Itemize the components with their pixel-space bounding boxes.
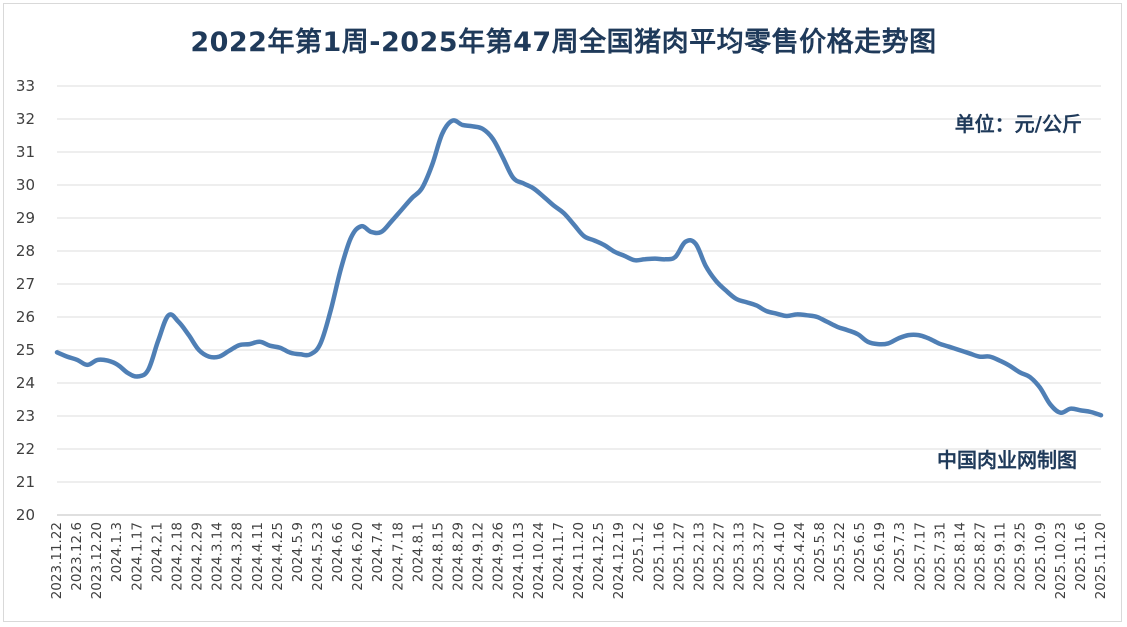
- x-tick-label: 2023.12.6: [69, 522, 85, 591]
- y-tick-label: 32: [16, 110, 35, 128]
- x-tick-label: 2024.1.3: [109, 522, 125, 582]
- x-tick-label: 2024.5.23: [310, 522, 326, 591]
- x-tick-label: 2025.9.25: [1013, 522, 1029, 591]
- source-label: 中国肉业网制图: [937, 448, 1077, 472]
- x-tick-label: 2024.2.18: [169, 522, 185, 591]
- y-tick-label: 27: [16, 275, 35, 293]
- x-tick-label: 2024.4.11: [250, 522, 266, 591]
- x-tick-label: 2024.1.17: [129, 522, 145, 591]
- x-tick-label: 2024.11.7: [551, 522, 567, 591]
- y-tick-label: 23: [16, 407, 35, 425]
- x-tick-label: 2025.10.9: [1033, 522, 1049, 591]
- x-tick-label: 2025.1.27: [671, 522, 687, 591]
- x-axis-tick-labels: 2023.11.22 2023.12.6 2023.12.20 2024.1.3 202…: [49, 522, 1109, 599]
- x-tick-label: 2024.2.29: [190, 522, 206, 591]
- x-tick-label: 2024.10.13: [511, 522, 527, 599]
- series-layer: [54, 118, 1104, 418]
- price-series-line: [54, 118, 1104, 418]
- x-tick-label: 2025.10.23: [1053, 522, 1069, 599]
- x-tick-label: 2024.12.5: [591, 522, 607, 591]
- x-tick-label: 2025.8.14: [952, 522, 968, 591]
- x-tick-label: 2023.12.20: [89, 522, 105, 599]
- x-tick-label: 2024.5.9: [290, 522, 306, 582]
- x-tick-label: 2024.8.29: [451, 522, 467, 591]
- y-tick-label: 31: [16, 143, 35, 161]
- x-tick-label: 2023.11.22: [49, 522, 65, 599]
- x-tick-label: 2025.6.5: [852, 522, 868, 582]
- y-tick-label: 33: [16, 77, 35, 95]
- x-tick-label: 2024.11.20: [571, 522, 587, 599]
- y-tick-label: 26: [16, 308, 35, 326]
- x-tick-label: 2025.3.13: [732, 522, 748, 591]
- x-tick-label: 2025.6.19: [872, 522, 888, 591]
- x-tick-label: 2025.5.22: [832, 522, 848, 591]
- x-tick-label: 2025.4.10: [772, 522, 788, 591]
- x-tick-label: 2024.8.15: [430, 522, 446, 591]
- x-tick-label: 2024.12.19: [611, 522, 627, 599]
- x-tick-label: 2024.3.28: [230, 522, 246, 591]
- x-tick-label: 2025.11.20: [1093, 522, 1109, 599]
- x-tick-label: 2025.3.27: [752, 522, 768, 591]
- y-tick-label: 22: [16, 440, 35, 458]
- x-tick-label: 2025.7.31: [932, 522, 948, 591]
- x-tick-label: 2024.6.20: [350, 522, 366, 591]
- y-tick-label: 25: [16, 341, 35, 359]
- x-tick-label: 2025.1.16: [651, 522, 667, 591]
- x-tick-label: 2024.9.26: [491, 522, 507, 591]
- chart-frame: [3, 3, 1122, 622]
- x-tick-label: 2025.7.17: [912, 522, 928, 591]
- y-tick-label: 24: [16, 374, 35, 392]
- x-tick-label: 2024.6.6: [330, 522, 346, 582]
- chart-title: 2022年第1周-2025年第47周全国猪肉平均零售价格走势图: [190, 27, 937, 58]
- x-tick-label: 2025.2.13: [691, 522, 707, 591]
- y-tick-label: 28: [16, 242, 35, 260]
- gridlines: [57, 85, 1101, 516]
- x-tick-label: 2024.10.24: [531, 522, 547, 599]
- x-tick-label: 2025.4.24: [792, 522, 808, 591]
- y-tick-label: 29: [16, 209, 35, 227]
- x-tick-label: 2025.11.6: [1073, 522, 1089, 591]
- x-tick-label: 2025.8.27: [973, 522, 989, 591]
- x-tick-label: 2025.9.11: [993, 522, 1009, 591]
- x-tick-label: 2025.1.2: [631, 522, 647, 582]
- x-tick-label: 2024.4.25: [270, 522, 286, 591]
- y-axis-tick-labels: 20 21 22 23 24 25 26 27 28 29 30 31 32 33: [16, 77, 35, 524]
- x-tick-label: 2024.7.4: [370, 522, 386, 582]
- x-tick-label: 2025.2.27: [712, 522, 728, 591]
- unit-label: 单位：元/公斤: [954, 112, 1082, 136]
- x-tick-label: 2024.2.1: [149, 522, 165, 582]
- x-tick-label: 2024.8.1: [410, 522, 426, 582]
- x-tick-label: 2025.5.8: [812, 522, 828, 582]
- x-tick-label: 2024.3.14: [210, 522, 226, 591]
- x-tick-label: 2024.7.18: [390, 522, 406, 591]
- y-tick-label: 20: [16, 506, 35, 524]
- y-tick-label: 21: [16, 473, 35, 491]
- x-tick-label: 2025.7.3: [892, 522, 908, 582]
- y-tick-label: 30: [16, 176, 35, 194]
- x-tick-label: 2024.9.12: [471, 522, 487, 591]
